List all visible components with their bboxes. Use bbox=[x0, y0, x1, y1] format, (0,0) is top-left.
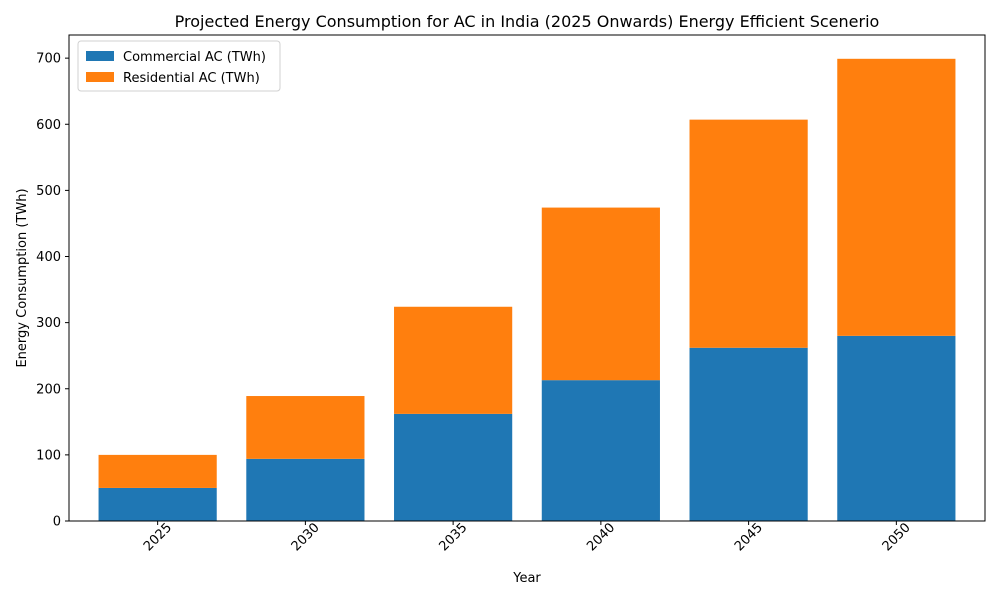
y-tick-label: 400 bbox=[36, 250, 61, 265]
x-axis-label: Year bbox=[512, 571, 541, 586]
y-tick-label: 300 bbox=[36, 316, 61, 331]
plot-frame bbox=[68, 34, 986, 522]
bar-residential-2045 bbox=[689, 119, 808, 348]
bar-residential-2030 bbox=[246, 396, 365, 459]
x-tick-label: 2030 bbox=[289, 520, 323, 554]
bar-commercial-2040 bbox=[541, 380, 660, 521]
y-axis-label: Energy Consumption (TWh) bbox=[15, 188, 30, 367]
x-tick-label: 2040 bbox=[584, 520, 618, 554]
bar-residential-2050 bbox=[837, 58, 956, 336]
x-tick-label: 2025 bbox=[141, 520, 175, 554]
y-axis: 0 100 200 300 400 500 600 700 bbox=[36, 52, 69, 530]
bar-commercial-2045 bbox=[689, 347, 808, 521]
legend-box bbox=[77, 40, 281, 92]
legend-label-residential: Residential AC (TWh) bbox=[123, 71, 260, 86]
bars-group bbox=[98, 58, 956, 521]
x-axis: 2025 2030 2035 2040 2045 2050 bbox=[141, 520, 914, 554]
bar-commercial-2025 bbox=[98, 487, 217, 521]
legend: Commercial AC (TWh) Residential AC (TWh) bbox=[77, 40, 281, 92]
legend-swatch-commercial bbox=[86, 51, 114, 61]
bar-commercial-2035 bbox=[394, 413, 513, 521]
bar-commercial-2030 bbox=[246, 458, 365, 521]
y-tick-label: 600 bbox=[36, 118, 61, 133]
x-tick-label: 2045 bbox=[732, 520, 766, 554]
bar-residential-2040 bbox=[541, 207, 660, 381]
x-tick-label: 2050 bbox=[880, 520, 914, 554]
y-tick-label: 0 bbox=[53, 515, 61, 530]
y-tick-label: 500 bbox=[36, 184, 61, 199]
x-tick-label: 2035 bbox=[436, 520, 470, 554]
bar-commercial-2050 bbox=[837, 335, 956, 521]
bar-residential-2025 bbox=[98, 454, 217, 488]
y-tick-label: 200 bbox=[36, 382, 61, 397]
legend-swatch-residential bbox=[86, 72, 114, 82]
y-tick-label: 100 bbox=[36, 448, 61, 463]
y-tick-label: 700 bbox=[36, 52, 61, 67]
legend-label-commercial: Commercial AC (TWh) bbox=[123, 50, 266, 65]
chart-title: Projected Energy Consumption for AC in I… bbox=[175, 12, 880, 31]
bar-residential-2035 bbox=[394, 306, 513, 414]
